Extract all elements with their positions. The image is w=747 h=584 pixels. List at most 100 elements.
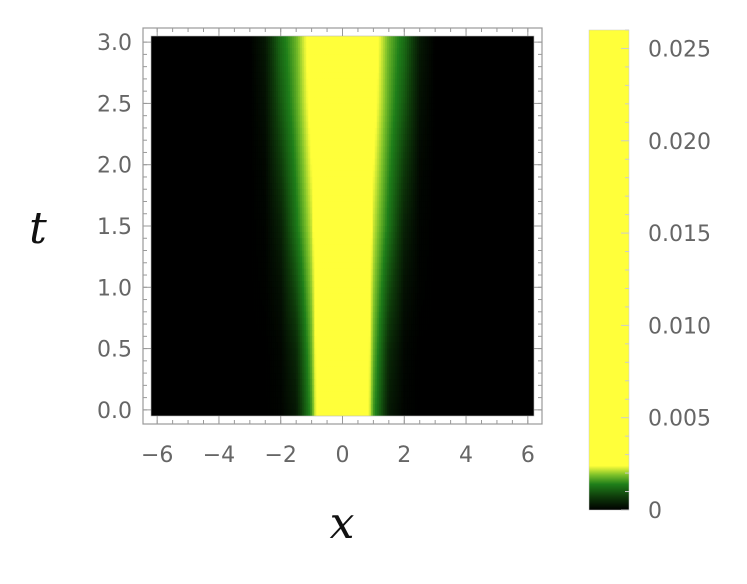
heatmap-cell bbox=[360, 158, 364, 166]
heatmap-cell bbox=[286, 85, 289, 92]
heatmap-cell bbox=[415, 103, 418, 111]
heatmap-cell bbox=[334, 48, 338, 55]
heatmap-cell bbox=[411, 85, 414, 92]
heatmap-cell bbox=[344, 78, 348, 86]
heatmap-cell bbox=[338, 60, 342, 68]
heatmap-cell bbox=[263, 134, 267, 141]
heatmap-cell bbox=[334, 36, 338, 43]
heatmap-cell bbox=[207, 66, 211, 74]
heatmap-cell bbox=[515, 115, 519, 123]
heatmap-cell bbox=[455, 158, 458, 166]
heatmap-cell bbox=[505, 152, 509, 160]
heatmap-cell bbox=[219, 158, 223, 166]
heatmap-cell bbox=[330, 109, 334, 117]
heatmap-cell bbox=[241, 115, 245, 123]
heatmap-cell bbox=[322, 115, 325, 123]
heatmap-cell bbox=[435, 140, 438, 147]
heatmap-cell bbox=[453, 176, 456, 184]
heatmap-cell bbox=[253, 146, 257, 154]
heatmap-cell bbox=[163, 152, 166, 160]
heatmap-cell bbox=[191, 72, 194, 80]
heatmap-cell bbox=[429, 115, 432, 123]
heatmap-cell bbox=[294, 170, 297, 178]
heatmap-cell bbox=[221, 152, 225, 160]
heatmap-cell bbox=[165, 121, 168, 129]
heatmap-cell bbox=[356, 54, 360, 62]
heatmap-cell bbox=[431, 36, 434, 43]
heatmap-cell bbox=[185, 170, 188, 178]
heatmap-cell bbox=[368, 66, 372, 74]
heatmap-cell bbox=[529, 164, 533, 172]
heatmap-cell bbox=[400, 91, 404, 98]
heatmap-cell bbox=[265, 78, 269, 86]
heatmap-cell bbox=[213, 91, 217, 98]
heatmap-cell bbox=[360, 134, 364, 141]
heatmap-cell bbox=[433, 170, 436, 178]
heatmap-cell bbox=[201, 103, 205, 111]
heatmap-cell bbox=[419, 152, 422, 160]
heatmap-cell bbox=[263, 152, 267, 160]
heatmap-cell bbox=[288, 170, 291, 178]
heatmap-cell bbox=[300, 103, 303, 111]
heatmap-cell bbox=[199, 183, 202, 190]
heatmap-cell bbox=[505, 72, 509, 80]
heatmap-cell bbox=[527, 72, 531, 80]
heatmap-cell bbox=[269, 140, 273, 147]
heatmap-cell bbox=[491, 103, 495, 111]
heatmap-cell bbox=[275, 72, 279, 80]
heatmap-cell bbox=[398, 158, 402, 166]
heatmap-cell bbox=[209, 54, 213, 62]
heatmap-cell bbox=[288, 152, 291, 160]
heatmap-cell bbox=[366, 127, 370, 135]
heatmap-cell bbox=[330, 115, 334, 123]
heatmap-cell bbox=[511, 36, 515, 43]
heatmap-cell bbox=[294, 60, 297, 68]
heatmap-cell bbox=[427, 127, 430, 135]
heatmap-cell bbox=[501, 54, 505, 62]
heatmap-cell bbox=[159, 97, 162, 105]
heatmap-cell bbox=[302, 121, 305, 129]
heatmap-cell bbox=[221, 60, 225, 68]
heatmap-cell bbox=[380, 164, 384, 172]
heatmap-cell bbox=[237, 103, 241, 111]
heatmap-cell bbox=[312, 91, 315, 98]
heatmap-cell bbox=[261, 48, 265, 55]
heatmap-cell bbox=[457, 85, 461, 92]
heatmap-cell bbox=[300, 115, 303, 123]
heatmap-cell bbox=[229, 152, 233, 160]
heatmap-cell bbox=[217, 121, 221, 129]
heatmap-cell bbox=[425, 91, 428, 98]
heatmap-cell bbox=[489, 78, 493, 86]
heatmap-cell bbox=[346, 103, 350, 111]
heatmap-cell bbox=[404, 109, 408, 117]
heatmap-cell bbox=[247, 164, 251, 172]
heatmap-cell bbox=[521, 36, 525, 43]
heatmap-cell bbox=[511, 170, 515, 178]
heatmap-cell bbox=[394, 127, 398, 135]
heatmap-cell bbox=[529, 36, 533, 43]
heatmap-cell bbox=[483, 48, 487, 55]
heatmap-cell bbox=[497, 66, 501, 74]
heatmap-cell bbox=[294, 42, 297, 49]
heatmap-cell bbox=[523, 134, 527, 141]
heatmap-cell bbox=[396, 176, 400, 184]
heatmap-cell bbox=[362, 97, 366, 105]
heatmap-cell bbox=[340, 48, 344, 55]
heatmap-cell bbox=[207, 103, 211, 111]
heatmap-cell bbox=[223, 66, 227, 74]
heatmap-cell bbox=[288, 85, 291, 92]
heatmap-cell bbox=[437, 127, 440, 135]
heatmap-cell bbox=[473, 134, 477, 141]
heatmap-cell bbox=[273, 183, 277, 190]
heatmap-cell bbox=[415, 152, 418, 160]
heatmap-cell bbox=[318, 115, 321, 123]
heatmap-cell bbox=[173, 97, 176, 105]
heatmap-cell bbox=[265, 146, 269, 154]
heatmap-cell bbox=[340, 140, 344, 147]
heatmap-cell bbox=[517, 60, 521, 68]
heatmap-cell bbox=[437, 103, 440, 111]
heatmap-cell bbox=[330, 158, 334, 166]
heatmap-cell bbox=[479, 54, 483, 62]
heatmap-cell bbox=[368, 146, 372, 154]
heatmap-cell bbox=[376, 121, 380, 129]
